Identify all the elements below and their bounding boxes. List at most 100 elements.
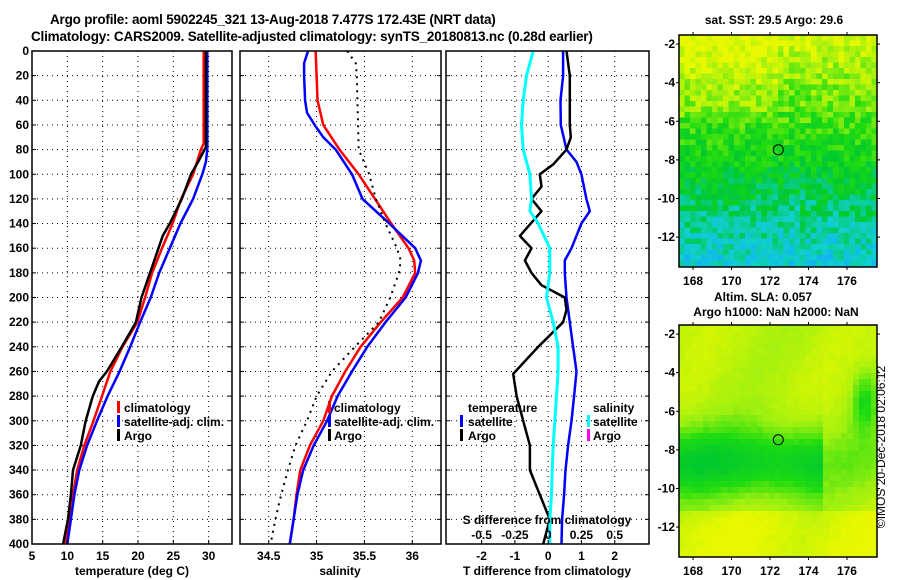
- sla-map-subtitle: Argo h1000: NaN h2000: NaN: [693, 305, 858, 319]
- legend-label-t-satellite: satellite: [468, 415, 513, 429]
- x2-tick-label: -0.5: [471, 528, 492, 542]
- lon-tick-label: 168: [683, 564, 703, 578]
- sla-map-title: Altim. SLA: 0.057: [714, 290, 812, 304]
- x-tick-label: 1: [578, 549, 585, 563]
- x2-tick-label: 0: [545, 528, 552, 542]
- sla-map-panel: 168 170 172 174 176 -2 -4 -6 -8 -10 -12: [658, 322, 880, 578]
- y-tick-label: 320: [9, 438, 29, 452]
- y-tick-label: 260: [9, 364, 29, 378]
- x-tick-label: 35.5: [353, 549, 377, 563]
- legend-label-climatology: climatology: [124, 401, 191, 415]
- x2-tick-label: -0.25: [501, 528, 529, 542]
- lon-tick-label: 172: [760, 274, 780, 288]
- x-tick-label: 34.5: [257, 549, 281, 563]
- map-raster: [679, 325, 877, 557]
- legend-label-satellite: satellite-adj. clim.: [124, 415, 224, 429]
- lon-tick-label: 168: [683, 274, 703, 288]
- salinity-panel: 34.5 35 35.5 36: [239, 50, 442, 563]
- y-tick-label: 0: [22, 44, 29, 58]
- y-tick-label: 220: [9, 315, 29, 329]
- y-tick-label: 40: [16, 93, 30, 107]
- difference-legend: temperature satellite Argo salinity sate…: [460, 401, 638, 443]
- map-raster: [679, 35, 877, 267]
- legend-label-argo: Argo: [334, 429, 362, 443]
- x2-tick-label: 0.5: [606, 528, 623, 542]
- lon-tick-label: 176: [837, 274, 857, 288]
- legend-group-temperature: temperature: [468, 401, 538, 415]
- y-tick-label: 300: [9, 414, 29, 428]
- legend-swatch-satellite: [117, 415, 120, 427]
- lon-tick-label: 176: [837, 564, 857, 578]
- lat-tick-label: -2: [664, 327, 675, 341]
- x-tick-label: -2: [476, 549, 487, 563]
- legend-label-s-argo: Argo: [593, 429, 621, 443]
- y-tick-label: 340: [9, 463, 29, 477]
- y-tick-label: 160: [9, 241, 29, 255]
- difference-xlabel: T difference from climatology: [463, 564, 631, 578]
- temperature-panel: 5 10 15 20 25 3002040608010012014016018020022…: [9, 44, 233, 563]
- lat-tick-label: -4: [664, 366, 675, 380]
- x2-tick-label: 0.25: [570, 528, 594, 542]
- legend-label-satellite: satellite-adj. clim.: [334, 415, 434, 429]
- salinity-legend: climatology satellite-adj. clim. Argo: [328, 401, 434, 443]
- legend-swatch-s-satellite: [587, 415, 590, 427]
- sst-map-title: sat. SST: 29.5 Argo: 29.6: [705, 13, 844, 27]
- y-tick-label: 180: [9, 266, 29, 280]
- x-tick-label: 30: [202, 549, 216, 563]
- legend-label-s-satellite: satellite: [593, 415, 638, 429]
- lon-tick-label: 174: [798, 564, 818, 578]
- x-tick-label: 25: [167, 549, 181, 563]
- series-line-temperature-satellite: [559, 51, 592, 544]
- lat-tick-label: -10: [658, 481, 676, 495]
- legend-group-salinity: salinity: [593, 401, 635, 415]
- x-tick-label: -1: [510, 549, 521, 563]
- lat-tick-label: -2: [664, 37, 675, 51]
- series-line-climatology: [288, 51, 417, 544]
- y-tick-label: 360: [9, 488, 29, 502]
- y-tick-label: 60: [16, 118, 30, 132]
- y-tick-label: 200: [9, 291, 29, 305]
- y-tick-label: 80: [16, 143, 30, 157]
- x-tick-label: 2: [611, 549, 618, 563]
- argo-float-marker: [772, 434, 784, 446]
- legend-swatch-argo: [328, 429, 331, 441]
- salinity-xlabel: salinity: [319, 564, 361, 578]
- legend-swatch-argo: [117, 429, 120, 441]
- series-line-climatology: [64, 51, 205, 544]
- temperature-xlabel: temperature (deg C): [75, 564, 189, 578]
- lat-tick-label: -8: [664, 153, 675, 167]
- legend-swatch-t-satellite: [460, 415, 463, 427]
- x-tick-label: 10: [61, 549, 75, 563]
- lon-tick-label: 174: [798, 274, 818, 288]
- lat-tick-label: -4: [664, 76, 675, 90]
- legend-swatch-climatology: [117, 401, 120, 413]
- series-line-argo: [61, 51, 208, 544]
- x-tick-label: 15: [96, 549, 110, 563]
- lat-tick-label: -8: [664, 443, 675, 457]
- series-line-satellite-adj-clim-: [288, 51, 423, 544]
- legend-swatch-climatology: [328, 401, 331, 413]
- legend-label-t-argo: Argo: [468, 429, 496, 443]
- x-tick-label: 5: [29, 549, 36, 563]
- y-tick-label: 280: [9, 389, 29, 403]
- y-tick-label: 120: [9, 192, 29, 206]
- y-tick-label: 380: [9, 512, 29, 526]
- legend-label-argo: Argo: [124, 429, 152, 443]
- x-tick-label: 35: [310, 549, 324, 563]
- lat-tick-label: -12: [658, 230, 676, 244]
- sst-map-panel: 168 170 172 174 176 -2 -4 -6 -8 -10 -12: [658, 32, 880, 288]
- difference-x2label: S difference from climatology: [463, 513, 632, 527]
- title-line-1: Argo profile: aoml 5902245_321 13-Aug-20…: [50, 12, 496, 27]
- y-tick-label: 240: [9, 340, 29, 354]
- series-line-salinity-satellite: [520, 51, 560, 544]
- lon-tick-label: 170: [722, 274, 742, 288]
- legend-swatch-s-argo: [587, 429, 590, 441]
- temperature-legend: climatology satellite-adj. clim. Argo: [117, 401, 224, 443]
- lat-tick-label: -12: [658, 520, 676, 534]
- lon-tick-label: 170: [722, 564, 742, 578]
- x-tick-label: 0: [545, 549, 552, 563]
- legend-swatch-satellite: [328, 415, 331, 427]
- series-line-satellite-adj-clim-: [66, 51, 209, 544]
- y-tick-label: 140: [9, 217, 29, 231]
